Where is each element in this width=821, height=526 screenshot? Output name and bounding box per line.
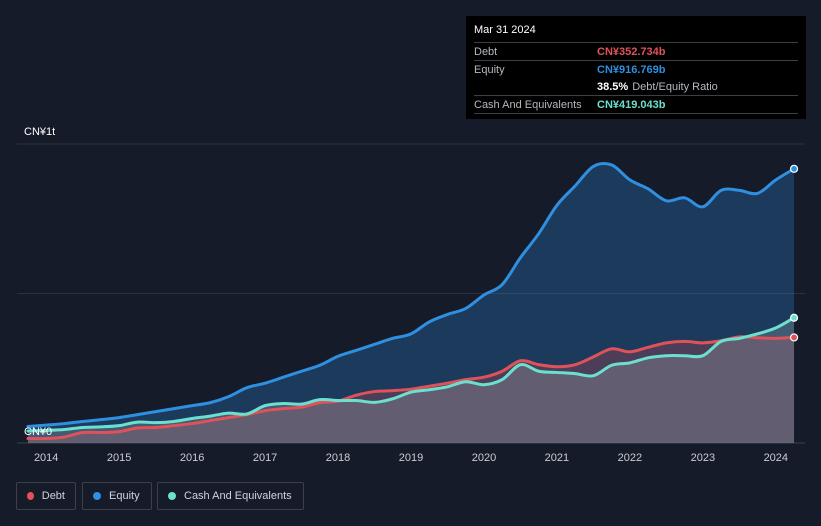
tooltip-row-equity: Equity CN¥916.769b (474, 60, 798, 78)
cash-area (27, 317, 795, 443)
x-tick-2022: 2022 (618, 452, 642, 464)
x-tick-2019: 2019 (399, 452, 423, 464)
equity-end-point (789, 164, 799, 173)
x-tick-2020: 2020 (472, 452, 496, 464)
tooltip-date: Mar 31 2024 (474, 24, 536, 36)
tooltip-debt-label: Debt (474, 45, 498, 58)
tooltip-ratio-label: Debt/Equity Ratio (632, 80, 718, 93)
x-tick-2014: 2014 (34, 452, 58, 464)
series-lines (26, 161, 796, 441)
cash-line (26, 316, 796, 433)
cash-legend-dot-icon (168, 492, 176, 500)
tooltip-equity-value: CN¥916.769b (597, 63, 666, 76)
legend-item-cash[interactable]: Cash And Equivalents (157, 482, 304, 510)
tooltip-cash-value: CN¥419.043b (597, 98, 666, 111)
equity-area (27, 163, 795, 443)
legend-item-equity[interactable]: Equity (82, 482, 152, 510)
data-tooltip: Mar 31 2024 Debt CN¥352.734b Equity CN¥9… (466, 16, 806, 119)
x-tick-2016: 2016 (180, 452, 204, 464)
debt-end-point (789, 333, 799, 342)
equity-line (26, 161, 796, 429)
y-tick-bottom: CN¥0 (24, 426, 52, 438)
x-tick-2015: 2015 (107, 452, 131, 464)
tooltip-debt-value: CN¥352.734b (597, 45, 666, 58)
legend-item-debt[interactable]: Debt (16, 482, 76, 510)
x-tick-2018: 2018 (326, 452, 350, 464)
debt-legend-dot-icon (27, 492, 34, 500)
x-tick-2021: 2021 (545, 452, 569, 464)
tooltip-ratio-value: 38.5% (597, 80, 629, 93)
legend-debt-label: Debt (41, 490, 65, 502)
equity-legend-dot-icon (93, 492, 101, 500)
legend-equity-label: Equity (109, 490, 140, 502)
tooltip-row-ratio: 38.5% Debt/Equity Ratio (474, 78, 798, 95)
x-tick-2017: 2017 (253, 452, 277, 464)
tooltip-row-debt: Debt CN¥352.734b (474, 42, 798, 60)
x-tick-2024: 2024 (764, 452, 788, 464)
debt-line (26, 335, 796, 441)
x-tick-2023: 2023 (691, 452, 715, 464)
tooltip-row-cash: Cash And Equivalents CN¥419.043b (474, 95, 798, 114)
tooltip-cash-label: Cash And Equivalents (474, 98, 582, 111)
cash-end-point (789, 313, 799, 322)
axis-labels: CN¥1t CN¥0 2014 2015 2016 2017 2018 2019 2020 202… (24, 126, 788, 464)
series-areas (27, 163, 795, 443)
legend-cash-label: Cash And Equivalents (184, 490, 292, 502)
grid-lines (17, 143, 805, 444)
tooltip-equity-label: Equity (474, 63, 505, 76)
series-end-markers (789, 164, 799, 342)
y-tick-top: CN¥1t (24, 126, 55, 138)
